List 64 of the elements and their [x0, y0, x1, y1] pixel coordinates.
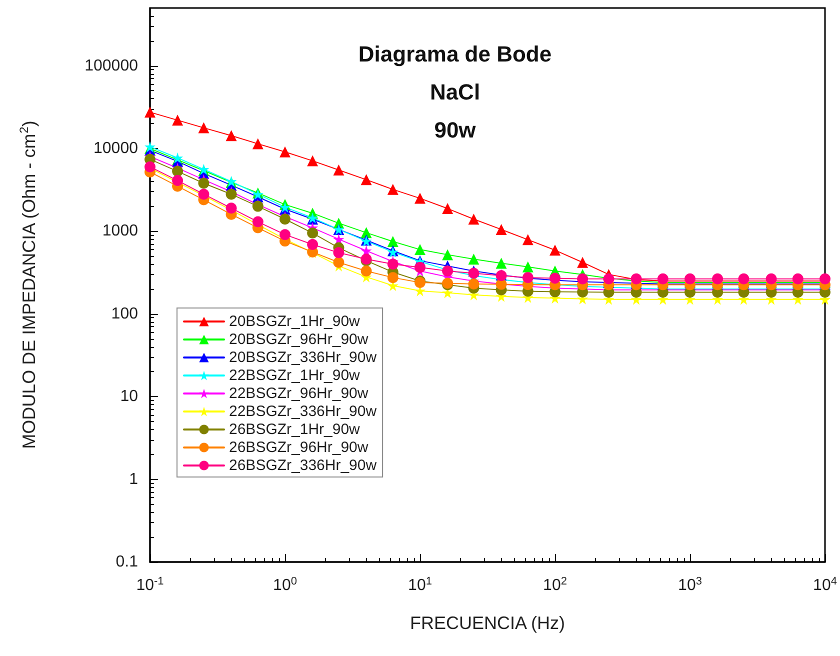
- point: [522, 234, 534, 246]
- legend-label: 20BSGZr_96Hr_90w: [229, 331, 368, 348]
- point: [360, 266, 372, 277]
- point: [307, 228, 318, 239]
- point: [712, 273, 724, 284]
- point: [496, 224, 507, 235]
- y-axis-title: MODULO DE IMPEDANCIA (Ohm - cm2): [17, 120, 39, 449]
- point: [468, 214, 480, 225]
- point: [333, 256, 344, 268]
- y-tick-label: 1: [129, 470, 138, 488]
- point: [522, 261, 534, 272]
- point: [766, 273, 777, 284]
- point: [280, 214, 290, 225]
- point: [577, 273, 588, 284]
- point: [307, 239, 318, 250]
- point: [684, 273, 696, 284]
- point: [738, 273, 750, 284]
- point: [387, 184, 398, 195]
- point: [198, 178, 210, 189]
- point: [820, 273, 830, 284]
- point: [280, 229, 290, 240]
- legend-label: 22BSGZr_96Hr_90w: [229, 385, 368, 402]
- point: [414, 262, 426, 273]
- point: [387, 272, 398, 284]
- point: [792, 273, 804, 284]
- point: [226, 130, 237, 142]
- point: [496, 258, 507, 269]
- point: [657, 273, 668, 284]
- y-tick-label: 10: [120, 388, 138, 406]
- point: [442, 249, 454, 260]
- y-tick-label: 10000: [94, 140, 138, 158]
- legend-label: 20BSGZr_1Hr_90w: [229, 313, 360, 330]
- legend-label: 20BSGZr_336Hr_90w: [229, 349, 377, 366]
- y-tick-label: 100: [111, 305, 138, 322]
- point: [144, 106, 156, 118]
- point: [442, 203, 454, 214]
- y-tick-label: 1000: [102, 222, 138, 240]
- point: [414, 192, 426, 204]
- point: [333, 164, 344, 176]
- point: [172, 114, 184, 126]
- legend-label: 26BSGZr_1Hr_90w: [229, 421, 360, 438]
- y-tick-label: 100000: [84, 57, 138, 74]
- legend-label: 22BSGZr_1Hr_90w: [229, 367, 360, 384]
- point: [387, 258, 398, 270]
- x-axis-title: FRECUENCIA (Hz): [410, 613, 566, 633]
- point: [577, 256, 588, 268]
- point: [360, 174, 372, 186]
- point: [252, 138, 264, 150]
- legend-label: 22BSGZr_336Hr_90w: [229, 403, 377, 420]
- point: [333, 247, 344, 258]
- point: [198, 122, 210, 134]
- point: [307, 155, 318, 166]
- text: Diagrama de Bode NaCl 90w: [358, 42, 552, 142]
- point: [252, 216, 264, 228]
- y-tick-label: 0.1: [116, 554, 138, 570]
- legend-label: 26BSGZr_96Hr_90w: [229, 439, 368, 456]
- legend-label: 26BSGZr_336Hr_90w: [229, 457, 377, 474]
- point: [414, 244, 426, 256]
- point: [387, 236, 398, 248]
- point: [172, 166, 184, 177]
- point: [468, 254, 480, 265]
- point: [280, 146, 290, 158]
- point: [468, 278, 480, 290]
- point: [550, 244, 560, 256]
